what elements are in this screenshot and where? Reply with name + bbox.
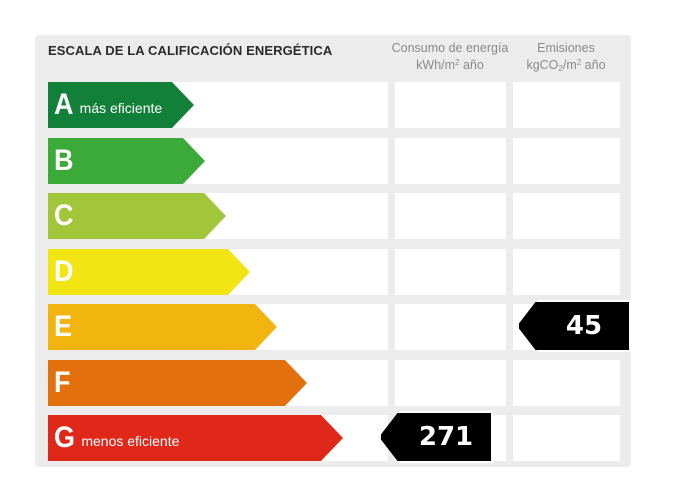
emissions-cell-g: [513, 415, 620, 461]
consumption-cell-f: [395, 360, 506, 406]
rating-letter: D: [54, 255, 74, 288]
emissions-header-unit: kgCO2/m2 año: [526, 58, 606, 73]
rating-arrow-f: F: [48, 360, 307, 406]
rating-description: más eficiente: [79, 100, 163, 116]
rating-letter: F: [54, 366, 71, 399]
rating-letter: C: [54, 199, 74, 232]
rating-letter: B: [54, 144, 74, 177]
consumption-column-header: Consumo de energía kWh/m2 año: [390, 40, 510, 74]
rating-arrow-c: C: [48, 193, 226, 239]
consumption-value-pointer: 271: [379, 411, 493, 463]
consumption-cell-c: [395, 193, 506, 239]
page-title: ESCALA DE LA CALIFICACIÓN ENERGÉTICA: [48, 43, 333, 58]
emissions-header-line1: Emisiones: [537, 41, 595, 55]
rating-arrow-b: B: [48, 138, 205, 184]
rating-arrow-d: D: [48, 249, 250, 295]
rating-letter: G: [54, 421, 76, 454]
emissions-value-pointer: 45: [517, 300, 631, 352]
rating-arrow-e: E: [48, 304, 277, 350]
consumption-header-unit: kWh/m2 año: [416, 58, 484, 72]
emissions-cell-a: [513, 82, 620, 128]
emissions-cell-d: [513, 249, 620, 295]
consumption-cell-a: [395, 82, 506, 128]
emissions-cell-c: [513, 193, 620, 239]
emissions-cell-b: [513, 138, 620, 184]
consumption-cell-b: [395, 138, 506, 184]
consumption-cell-e: [395, 304, 506, 350]
emissions-column-header: Emisiones kgCO2/m2 año: [510, 40, 622, 74]
emissions-cell-f: [513, 360, 620, 406]
consumption-header-line1: Consumo de energía: [391, 41, 509, 55]
consumption-cell-d: [395, 249, 506, 295]
rating-letter: A: [54, 88, 74, 121]
rating-letter: E: [54, 310, 73, 343]
rating-description: menos eficiente: [81, 433, 180, 449]
